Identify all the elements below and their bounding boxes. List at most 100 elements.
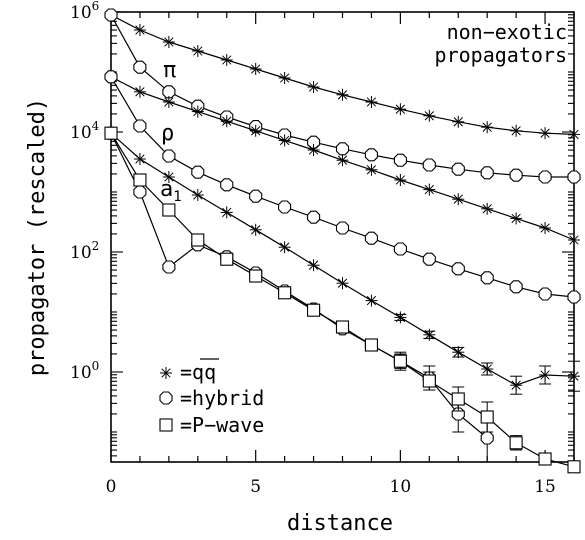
data-point	[451, 392, 465, 406]
legend-hybrid-label: =hybrid	[180, 386, 264, 410]
data-point	[162, 203, 176, 217]
channel-label-a1: a1	[160, 177, 182, 205]
data-point	[510, 212, 523, 225]
data-point	[307, 135, 321, 149]
data-point	[480, 271, 494, 285]
data-point	[104, 126, 118, 140]
x-tick-label: 0	[106, 477, 117, 497]
data-point	[335, 142, 350, 156]
legend-marker-symbol	[159, 391, 173, 405]
data-point	[538, 170, 552, 184]
channel-label-pi: π	[163, 58, 176, 83]
data-point	[162, 260, 176, 274]
data-point	[307, 259, 320, 272]
series-line	[110, 132, 575, 386]
data-point	[452, 193, 465, 206]
data-point	[510, 124, 523, 137]
data-point	[307, 303, 321, 317]
data-point	[220, 54, 233, 66]
y-tick-label: 104	[70, 119, 100, 143]
data-point	[162, 171, 175, 183]
data-point	[220, 252, 234, 266]
series-a1-star	[105, 127, 580, 395]
legend-marker-symbol	[159, 418, 173, 432]
data-point	[509, 436, 523, 450]
data-point	[568, 128, 580, 141]
data-point	[133, 173, 147, 187]
data-series	[104, 8, 581, 474]
series-π-octagon	[104, 8, 581, 184]
data-point	[481, 202, 494, 215]
data-point	[335, 320, 350, 334]
data-point	[364, 338, 378, 352]
data-point	[307, 210, 321, 224]
series-line	[110, 76, 575, 298]
channel-label-rho: ρ	[161, 121, 174, 146]
x-axis-label: distance	[287, 511, 393, 536]
data-point	[133, 185, 147, 199]
legend-pwave-marker	[159, 418, 173, 432]
data-point	[510, 379, 523, 392]
annotation-line-1: non−exotic	[447, 20, 567, 44]
data-point	[249, 223, 262, 236]
data-point	[539, 369, 552, 381]
data-point	[539, 127, 552, 140]
data-point	[249, 63, 262, 75]
series-ρ-octagon	[104, 70, 581, 304]
data-point	[538, 452, 552, 466]
y-tick-labels: 100 102 104 106	[70, 0, 100, 383]
data-point	[567, 460, 581, 474]
data-point	[162, 149, 176, 163]
data-point	[480, 166, 494, 180]
data-point	[480, 410, 494, 424]
data-point	[104, 8, 118, 22]
channel-label-a1-sub: 1	[173, 189, 181, 205]
data-point	[307, 81, 320, 93]
legend: =qq =hybrid =P−wave	[159, 358, 264, 437]
data-point	[394, 311, 407, 324]
data-point	[336, 154, 349, 167]
data-point	[480, 431, 494, 445]
data-point	[539, 222, 552, 234]
annotation-line-2: propagators	[435, 43, 567, 67]
data-point	[481, 363, 494, 375]
data-point	[162, 36, 175, 48]
data-point	[568, 370, 580, 383]
data-point	[567, 290, 581, 304]
data-point	[423, 328, 436, 341]
data-point	[191, 233, 205, 247]
series-a1-square	[104, 126, 581, 474]
data-point	[191, 45, 204, 57]
x-tick-labels: 0 5 10 15	[106, 477, 556, 497]
data-point	[422, 252, 436, 266]
data-point	[422, 158, 436, 172]
data-point	[133, 119, 147, 133]
data-point	[567, 170, 581, 184]
data-point	[307, 144, 320, 156]
data-point	[335, 221, 350, 235]
data-point	[365, 294, 378, 307]
data-point	[452, 346, 465, 359]
y-tick-label: 102	[70, 239, 99, 263]
data-point	[104, 70, 118, 84]
data-point	[249, 124, 262, 137]
data-point	[191, 165, 205, 179]
data-point	[278, 286, 292, 300]
data-point	[393, 354, 407, 368]
data-point	[191, 105, 204, 118]
x-tick-label: 15	[534, 477, 556, 497]
legend-marker-symbol	[160, 367, 172, 379]
data-point	[423, 109, 436, 122]
data-point	[249, 269, 263, 283]
data-point	[162, 96, 175, 108]
data-point	[509, 168, 523, 182]
data-point	[538, 287, 552, 301]
legend-hybrid-marker	[159, 391, 173, 405]
data-point	[336, 88, 349, 101]
data-point	[133, 85, 146, 98]
data-point	[509, 280, 523, 294]
data-point	[364, 231, 378, 245]
data-point	[133, 153, 146, 165]
data-point	[133, 60, 147, 74]
